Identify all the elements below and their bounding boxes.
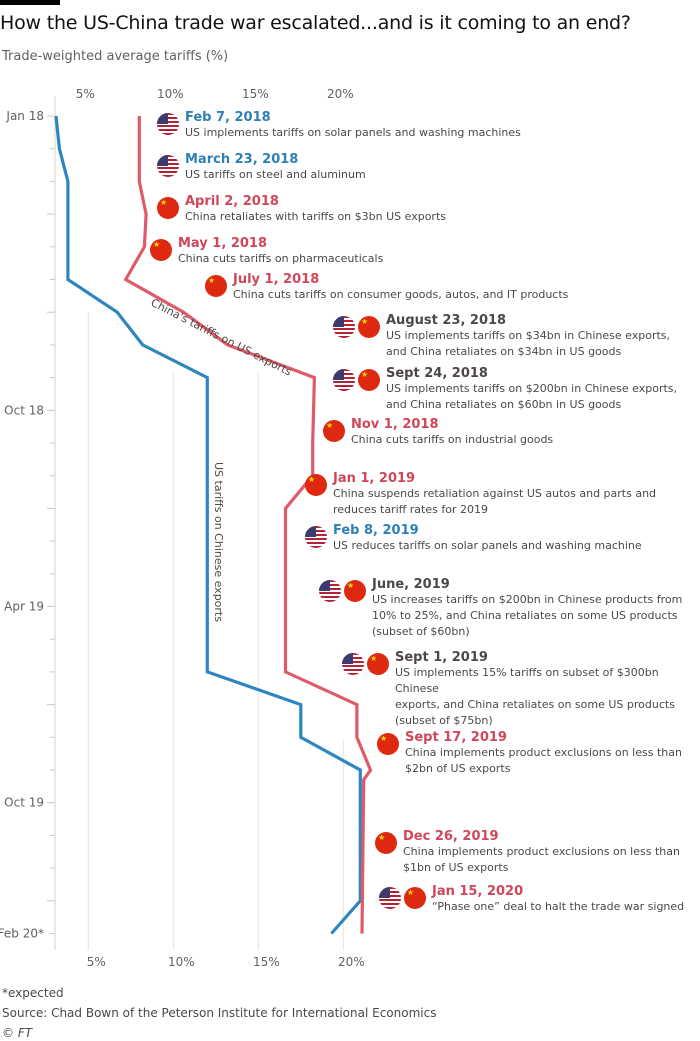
event-date: Nov 1, 2018 bbox=[351, 417, 439, 432]
china-flag-icon bbox=[377, 733, 399, 755]
china-flag-icon bbox=[358, 316, 380, 338]
event-description: China retaliates with tariffs on $3bn US… bbox=[185, 210, 446, 223]
event-description: US increases tariffs on $200bn in Chines… bbox=[372, 593, 683, 606]
event-description: US reduces tariffs on solar panels and w… bbox=[333, 539, 642, 552]
china-flag-icon bbox=[305, 474, 327, 496]
event-description: US implements tariffs on $34bn in Chines… bbox=[386, 329, 671, 342]
chart-subtitle: Trade-weighted average tariffs (%) bbox=[2, 49, 229, 64]
us-flag-icon bbox=[333, 369, 355, 391]
event-date: Dec 26, 2019 bbox=[403, 829, 499, 844]
chart-title: How the US-China trade war escalated...a… bbox=[0, 12, 631, 34]
y-tick-label: Apr 19 bbox=[4, 600, 44, 614]
event-description: “Phase one” deal to halt the trade war s… bbox=[432, 900, 685, 913]
us-flag-icon bbox=[157, 155, 179, 177]
event-description: China implements product exclusions on l… bbox=[403, 845, 680, 858]
event-date: Sept 1, 2019 bbox=[395, 650, 488, 665]
china-flag-icon bbox=[205, 275, 227, 297]
event-date: Sept 17, 2019 bbox=[405, 730, 507, 745]
x-tick-label-bottom: 20% bbox=[338, 955, 365, 969]
event-description: 10% to 25%, and China retaliates on some… bbox=[372, 609, 678, 622]
footnote: *expected bbox=[2, 986, 64, 1000]
event-date: Jan 15, 2020 bbox=[432, 884, 524, 899]
us-flag-icon bbox=[379, 887, 401, 909]
y-tick-label: Oct 18 bbox=[4, 403, 44, 417]
event-description: China cuts tariffs on pharmaceuticals bbox=[178, 252, 384, 265]
china-line-label: China's tariffs on US exports bbox=[149, 296, 294, 379]
china-flag-icon bbox=[344, 580, 366, 602]
event-description: China suspends retaliation against US au… bbox=[333, 487, 657, 500]
event-description: and China retaliates on $34bn in US good… bbox=[386, 345, 622, 358]
us-flag-icon bbox=[319, 580, 341, 602]
china-flag-icon bbox=[375, 832, 397, 854]
event-description: US implements 15% tariffs on subset of $… bbox=[395, 666, 659, 695]
us-flag-icon bbox=[342, 653, 364, 675]
x-tick-label-bottom: 5% bbox=[87, 955, 106, 969]
event-description: exports, and China retaliates on some US… bbox=[395, 698, 675, 711]
event-description: (subset of $60bn) bbox=[372, 625, 470, 638]
x-tick-label-top: 15% bbox=[242, 87, 269, 101]
x-tick-label-top: 5% bbox=[76, 87, 95, 101]
china-flag-icon bbox=[404, 887, 426, 909]
china-flag-icon bbox=[323, 420, 345, 442]
us-flag-icon bbox=[305, 526, 327, 548]
event-date: Jan 1, 2019 bbox=[333, 471, 416, 486]
us-flag-icon bbox=[157, 113, 179, 135]
source-note: Source: Chad Bown of the Peterson Instit… bbox=[2, 1006, 437, 1020]
event-description: US implements tariffs on $200bn in Chine… bbox=[386, 382, 678, 395]
x-tick-label-bottom: 15% bbox=[253, 955, 280, 969]
event-date: July 1, 2018 bbox=[233, 272, 320, 287]
y-tick-label: Jan 18 bbox=[5, 109, 44, 123]
china-flag-icon bbox=[150, 239, 172, 261]
event-description: and China retaliates on $60bn in US good… bbox=[386, 398, 622, 411]
event-description: US implements tariffs on solar panels an… bbox=[185, 126, 521, 139]
event-date: Sept 24, 2018 bbox=[386, 366, 488, 381]
event-date: Feb 8, 2019 bbox=[333, 523, 419, 538]
event-description: reduces tariff rates for 2019 bbox=[333, 503, 488, 516]
event-date: Feb 7, 2018 bbox=[185, 110, 271, 125]
x-tick-label-bottom: 10% bbox=[168, 955, 195, 969]
copyright: © FT bbox=[2, 1026, 33, 1040]
axes: Jan 18 Oct 18 Apr 19 Oct 19 Feb 20* 5% 5% 10% 10… bbox=[0, 87, 365, 969]
china-flag-icon bbox=[367, 653, 389, 675]
gridlines bbox=[87, 312, 344, 950]
us-line-label: US tariffs on Chinese exports bbox=[212, 462, 225, 622]
y-tick-label: Oct 19 bbox=[4, 796, 44, 810]
event-description: $2bn of US exports bbox=[405, 762, 511, 775]
us-flag-icon bbox=[333, 316, 355, 338]
event-description: US tariffs on steel and aluminum bbox=[185, 168, 366, 181]
y-tick-label: Feb 20* bbox=[0, 927, 44, 941]
ft-top-bar bbox=[0, 0, 60, 5]
event-description: $1bn of US exports bbox=[403, 861, 509, 874]
china-flag-icon bbox=[358, 369, 380, 391]
x-tick-label-top: 10% bbox=[157, 87, 184, 101]
event-date: June, 2019 bbox=[372, 577, 450, 592]
series-lines bbox=[54, 115, 373, 935]
event-date: August 23, 2018 bbox=[386, 313, 507, 328]
event-description: (subset of $75bn) bbox=[395, 714, 493, 727]
event-date: March 23, 2018 bbox=[185, 152, 299, 167]
event-description: China implements product exclusions on l… bbox=[405, 746, 682, 759]
x-tick-label-top: 20% bbox=[327, 87, 354, 101]
event-description: China cuts tariffs on consumer goods, au… bbox=[233, 288, 569, 301]
event-description: China cuts tariffs on industrial goods bbox=[351, 433, 554, 446]
line-labels: China's tariffs on US exports US tariffs… bbox=[149, 296, 294, 622]
event-date: May 1, 2018 bbox=[178, 236, 268, 251]
china-flag-icon bbox=[157, 197, 179, 219]
event-date: April 2, 2018 bbox=[185, 194, 279, 209]
